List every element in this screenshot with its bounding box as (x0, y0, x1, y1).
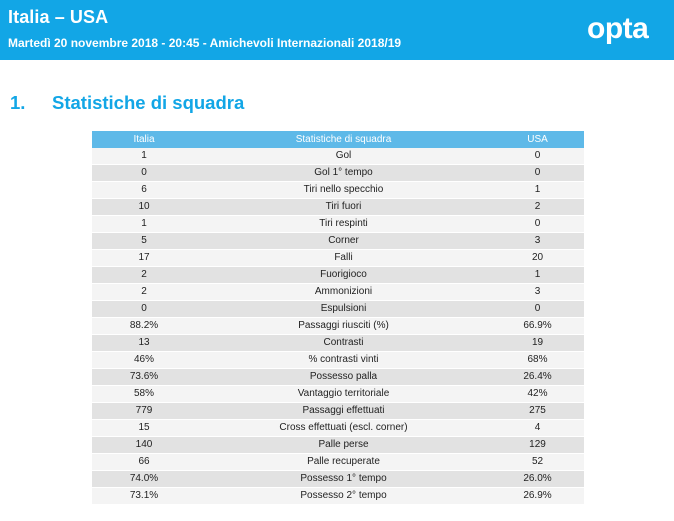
table-row: 15 Cross effettuati (escl. corner) 4 (92, 419, 584, 437)
table-header-row: Italia Statistiche di squadra USA (92, 131, 584, 148)
stat-label: Possesso 2° tempo (196, 487, 491, 505)
stat-label: Passaggi effettuati (196, 402, 491, 420)
usa-value: 42% (491, 385, 584, 403)
usa-value: 52 (491, 453, 584, 471)
stat-label: Possesso palla (196, 368, 491, 386)
table-row: 5 Corner 3 (92, 232, 584, 250)
italia-value: 73.6% (92, 368, 196, 386)
italia-value: 66 (92, 453, 196, 471)
column-header-italia: Italia (92, 131, 196, 148)
table-row: 10 Tiri fuori 2 (92, 198, 584, 216)
usa-value: 0 (491, 300, 584, 318)
usa-value: 0 (491, 148, 584, 165)
table-row: 66 Palle recuperate 52 (92, 453, 584, 471)
italia-value: 17 (92, 249, 196, 267)
stat-label: Palle recuperate (196, 453, 491, 471)
italia-value: 1 (92, 215, 196, 233)
usa-value: 129 (491, 436, 584, 454)
stat-label: Tiri respinti (196, 215, 491, 233)
italia-value: 6 (92, 181, 196, 199)
usa-value: 2 (491, 198, 584, 216)
usa-value: 26.0% (491, 470, 584, 488)
italia-value: 74.0% (92, 470, 196, 488)
section-title: Statistiche di squadra (52, 92, 245, 113)
table-row: 2 Fuorigioco 1 (92, 266, 584, 284)
table-row: 73.1% Possesso 2° tempo 26.9% (92, 487, 584, 505)
usa-value: 3 (491, 283, 584, 301)
italia-value: 58% (92, 385, 196, 403)
italia-value: 779 (92, 402, 196, 420)
match-title: Italia – USA (8, 7, 109, 27)
italia-value: 140 (92, 436, 196, 454)
stat-label: Contrasti (196, 334, 491, 352)
table-row: 1 Gol 0 (92, 148, 584, 165)
italia-value: 1 (92, 148, 196, 165)
table-row: 0 Gol 1° tempo 0 (92, 164, 584, 182)
italia-value: 13 (92, 334, 196, 352)
team-stats-table: Italia Statistiche di squadra USA 1 Gol 0 0… (92, 131, 584, 505)
table-row: 58% Vantaggio territoriale 42% (92, 385, 584, 403)
table-body: 1 Gol 0 0 Gol 1° tempo 0 6 Tiri nello specchio 1… (92, 148, 584, 505)
italia-value: 46% (92, 351, 196, 369)
stat-label: Palle perse (196, 436, 491, 454)
stat-label: Ammonizioni (196, 283, 491, 301)
italia-value: 2 (92, 266, 196, 284)
stat-label: Passaggi riusciti (%) (196, 317, 491, 335)
stat-label: Corner (196, 232, 491, 250)
usa-value: 0 (491, 164, 584, 182)
usa-value: 1 (491, 266, 584, 284)
italia-value: 88.2% (92, 317, 196, 335)
column-header-usa: USA (491, 131, 584, 148)
italia-value: 73.1% (92, 487, 196, 505)
usa-value: 20 (491, 249, 584, 267)
stat-label: Tiri fuori (196, 198, 491, 216)
usa-value: 66.9% (491, 317, 584, 335)
usa-value: 275 (491, 402, 584, 420)
section-heading: 1. Statistiche di squadra (10, 92, 244, 114)
usa-value: 19 (491, 334, 584, 352)
opta-logo-text: opta (587, 12, 649, 45)
section-number: 1. (10, 92, 26, 113)
stat-label: Cross effettuati (escl. corner) (196, 419, 491, 437)
italia-value: 5 (92, 232, 196, 250)
stat-label: Vantaggio territoriale (196, 385, 491, 403)
stat-label: Gol 1° tempo (196, 164, 491, 182)
italia-value: 0 (92, 164, 196, 182)
table-row: 779 Passaggi effettuati 275 (92, 402, 584, 420)
table-row: 6 Tiri nello specchio 1 (92, 181, 584, 199)
table-row: 73.6% Possesso palla 26.4% (92, 368, 584, 386)
table-row: 0 Espulsioni 0 (92, 300, 584, 318)
italia-value: 0 (92, 300, 196, 318)
table-row: 74.0% Possesso 1° tempo 26.0% (92, 470, 584, 488)
table-row: 2 Ammonizioni 3 (92, 283, 584, 301)
usa-value: 26.9% (491, 487, 584, 505)
stat-label: Falli (196, 249, 491, 267)
usa-value: 26.4% (491, 368, 584, 386)
table-row: 13 Contrasti 19 (92, 334, 584, 352)
stat-label: Espulsioni (196, 300, 491, 318)
opta-logo: opta (587, 12, 650, 45)
column-header-stat: Statistiche di squadra (196, 131, 491, 148)
table-row: 17 Falli 20 (92, 249, 584, 267)
usa-value: 3 (491, 232, 584, 250)
table-row: 46%% contrasti vinti 68% (92, 351, 584, 369)
stat-label: Possesso 1° tempo (196, 470, 491, 488)
usa-value: 4 (491, 419, 584, 437)
stat-label: Fuorigioco (196, 266, 491, 284)
header-banner: Italia – USA Martedì 20 novembre 2018 - … (0, 0, 674, 60)
stat-label: % contrasti vinti (196, 351, 491, 369)
table-row: 88.2% Passaggi riusciti (%) 66.9% (92, 317, 584, 335)
italia-value: 2 (92, 283, 196, 301)
table-row: 140 Palle perse 129 (92, 436, 584, 454)
stat-label: Tiri nello specchio (196, 181, 491, 199)
italia-value: 10 (92, 198, 196, 216)
stat-label: Gol (196, 148, 491, 165)
usa-value: 0 (491, 215, 584, 233)
usa-value: 1 (491, 181, 584, 199)
match-subtitle: Martedì 20 novembre 2018 - 20:45 - Amich… (8, 36, 402, 50)
usa-value: 68% (491, 351, 584, 369)
table-row: 1 Tiri respinti 0 (92, 215, 584, 233)
italia-value: 15 (92, 419, 196, 437)
